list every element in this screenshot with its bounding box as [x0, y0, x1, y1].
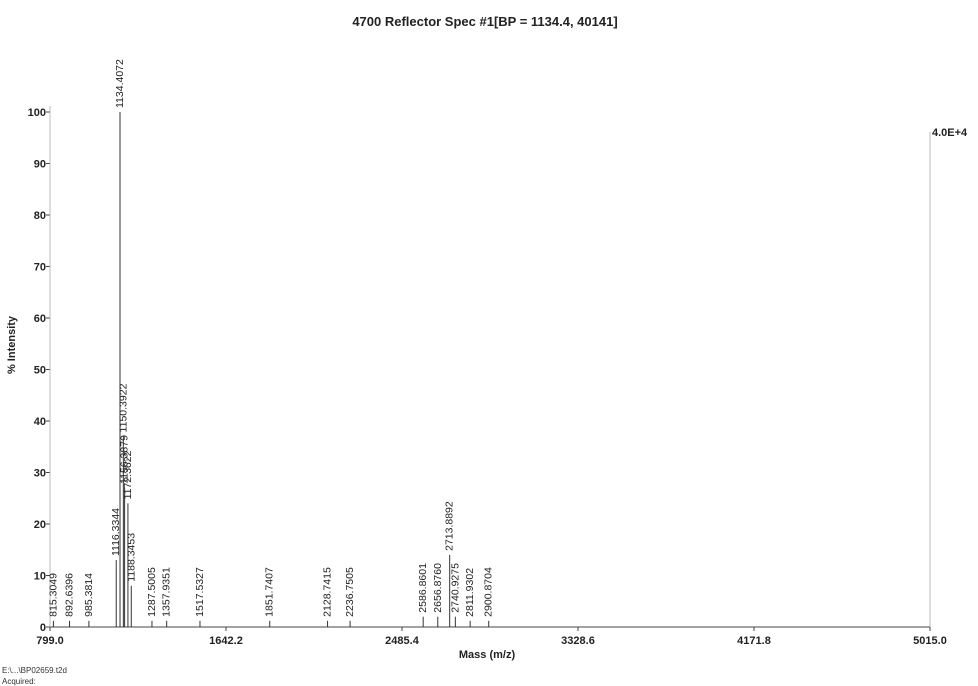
x-tick-label: 2485.4	[385, 635, 420, 647]
peak-label: 2740.9275	[449, 563, 461, 613]
y-tick-label: 90	[34, 159, 46, 171]
x-tick-label: 799.0	[36, 635, 64, 647]
y-axis-label: % Intensity	[6, 315, 18, 374]
y-tick-label: 30	[34, 468, 46, 480]
peak-label: 1134.4072	[114, 59, 126, 108]
peak-label: 1188.3453	[125, 533, 137, 582]
spectrum-peaks	[52, 112, 490, 627]
y-tick-label: 50	[34, 365, 46, 377]
max-intensity-label: 4.0E+4	[932, 127, 968, 139]
peak-label: 1357.9351	[161, 567, 173, 617]
peak-label: 2900.8704	[483, 567, 495, 617]
peak-label: 892.6396	[64, 573, 76, 617]
peak-label: 1116.3344	[110, 508, 122, 556]
peak-label: 1851.7407	[264, 567, 276, 617]
y-axis-ticks: 0 10 20 30 40 50 60 70 80 90 100	[28, 107, 50, 634]
peak-label: 2586.8601	[417, 563, 429, 613]
peak-label: 1156.3879	[119, 435, 131, 484]
chart-title: 4700 Reflector Spec #1[BP = 1134.4, 4014…	[352, 14, 617, 29]
y-tick-label: 60	[34, 313, 46, 325]
peak-label: 1150.3922	[117, 383, 129, 432]
y-tick-label: 70	[34, 262, 46, 274]
peak-label: 2236.7505	[344, 567, 356, 617]
peak-labels: 815.3049 892.6396 985.3814 1116.3344 1134.40…	[47, 59, 494, 617]
y-tick-label: 80	[34, 210, 46, 222]
acquired-text: Acquired:	[2, 677, 36, 686]
peak-label: 2128.7415	[322, 567, 334, 617]
peak-label: 1287.5005	[146, 567, 158, 617]
peak-label: 2713.8892	[444, 501, 456, 551]
peak-label: 2811.9302	[464, 568, 476, 617]
file-path-text: E:\...\BP02659.t2d	[2, 666, 67, 675]
y-tick-label: 40	[34, 416, 46, 428]
x-tick-label: 5015.0	[913, 635, 947, 647]
y-tick-label: 100	[28, 107, 46, 119]
x-tick-label: 4171.8	[737, 635, 771, 647]
y-tick-label: 0	[40, 622, 46, 634]
y-tick-label: 10	[34, 571, 46, 583]
x-tick-label: 1642.2	[209, 635, 243, 647]
peak-label: 2656.8760	[432, 563, 444, 613]
axes	[49, 106, 931, 628]
x-axis-ticks: 799.0 1642.2 2485.4 3328.6 4171.8 5015.0	[36, 627, 947, 647]
peak-label: 985.3814	[83, 573, 95, 617]
peak-label: 815.3049	[47, 573, 59, 617]
x-tick-label: 3328.6	[561, 635, 595, 647]
peak-label: 1517.5327	[194, 567, 206, 617]
peak-label: 1172.3622	[122, 450, 134, 499]
y-tick-label: 20	[34, 519, 46, 531]
x-axis-label: Mass (m/z)	[459, 649, 516, 661]
